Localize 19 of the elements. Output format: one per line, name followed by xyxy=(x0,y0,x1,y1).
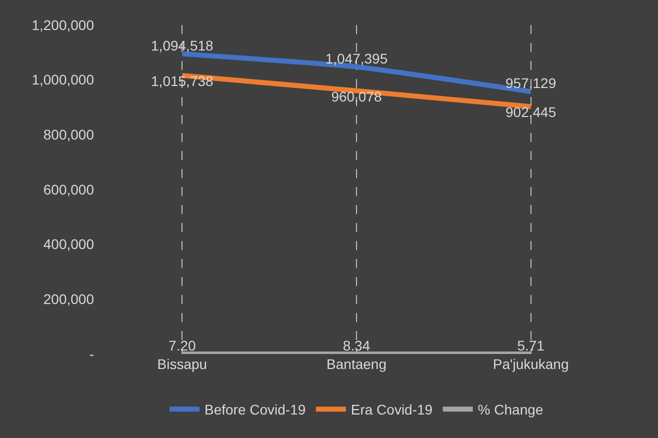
y-tick-label: - xyxy=(89,346,94,362)
x-tick-label: Pa'jukukang xyxy=(492,356,569,372)
x-tick-label: Bantaeng xyxy=(326,356,386,372)
data-label: 8.34 xyxy=(342,338,370,354)
data-label: 902,445 xyxy=(506,104,556,120)
legend-label: Before Covid-19 xyxy=(204,402,306,418)
data-label: 1,047,395 xyxy=(325,50,388,66)
y-tick-label: 200,000 xyxy=(43,291,94,308)
y-tick-label: 800,000 xyxy=(43,126,94,143)
y-tick-label: 400,000 xyxy=(43,236,94,252)
legend-label: % Change xyxy=(478,402,544,418)
legend-label: Era Covid-19 xyxy=(350,402,433,418)
data-label: 7.20 xyxy=(168,338,196,354)
y-tick-label: 1,200,000 xyxy=(32,16,94,33)
y-tick-label: 600,000 xyxy=(43,181,94,198)
data-label: 5.71 xyxy=(517,338,545,354)
data-label: 960,078 xyxy=(331,88,382,104)
x-tick-label: Bissapu xyxy=(157,356,208,372)
y-tick-label: 1,000,000 xyxy=(32,72,94,88)
